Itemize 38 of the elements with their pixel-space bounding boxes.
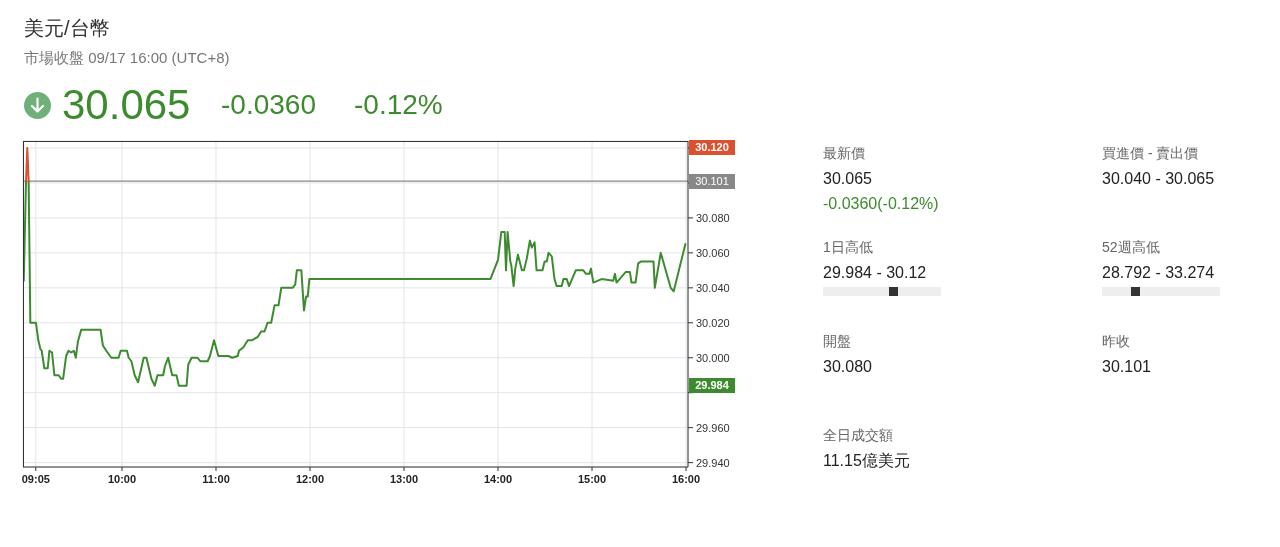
chart-title: 美元/台幣 (24, 16, 110, 41)
text: 30.120 (689, 140, 735, 156)
text: 全日成交額 (823, 426, 893, 444)
text: -0.0360(-0.12%) (823, 194, 939, 214)
text: 買進價 - 賣出價 (1102, 144, 1199, 162)
y-tick-label: 30.040 (696, 281, 730, 294)
x-tick-label: 09:05 (21, 472, 50, 485)
text: 30.065 (823, 169, 872, 189)
text: 最新價 (823, 144, 865, 162)
text: 29.984 - 30.12 (823, 263, 927, 283)
chart-subtitle: 市場收盤 09/17 16:00 (UTC+8) (24, 49, 230, 68)
text: 30.040 - 30.065 (1102, 169, 1215, 189)
x-tick-label: 10:00 (107, 472, 137, 485)
x-tick-label: 14:00 (483, 472, 513, 485)
x-tick-label: 13:00 (389, 472, 419, 485)
y-tick-label: 29.960 (696, 421, 730, 434)
x-tick-label: 16:00 (671, 472, 701, 485)
text: 30.101 (1102, 357, 1151, 377)
text: -0.12% (354, 88, 443, 122)
text: -0.0360 (221, 88, 316, 122)
y-tick-label: 30.000 (696, 351, 730, 364)
y-tick-label: 30.020 (696, 316, 730, 329)
y-tick-label: 30.080 (696, 211, 730, 224)
text: 開盤 (823, 332, 851, 350)
x-tick-label: 11:00 (202, 472, 230, 485)
text: 30.065 (62, 79, 191, 130)
text: 29.984 (689, 378, 735, 394)
y-tick-label: 30.060 (696, 246, 730, 259)
text: 52週高低 (1102, 238, 1160, 256)
y-tick-label: 29.940 (696, 456, 730, 469)
text: 1日高低 (823, 238, 873, 256)
text: 11.15億美元 (823, 451, 910, 471)
text: 30.080 (823, 357, 872, 377)
text: 昨收 (1102, 332, 1130, 350)
x-tick-label: 15:00 (577, 472, 607, 485)
x-tick-label: 12:00 (295, 472, 325, 485)
text: 28.792 - 33.274 (1102, 263, 1215, 283)
ref-line-label: 30.101 (689, 173, 735, 189)
